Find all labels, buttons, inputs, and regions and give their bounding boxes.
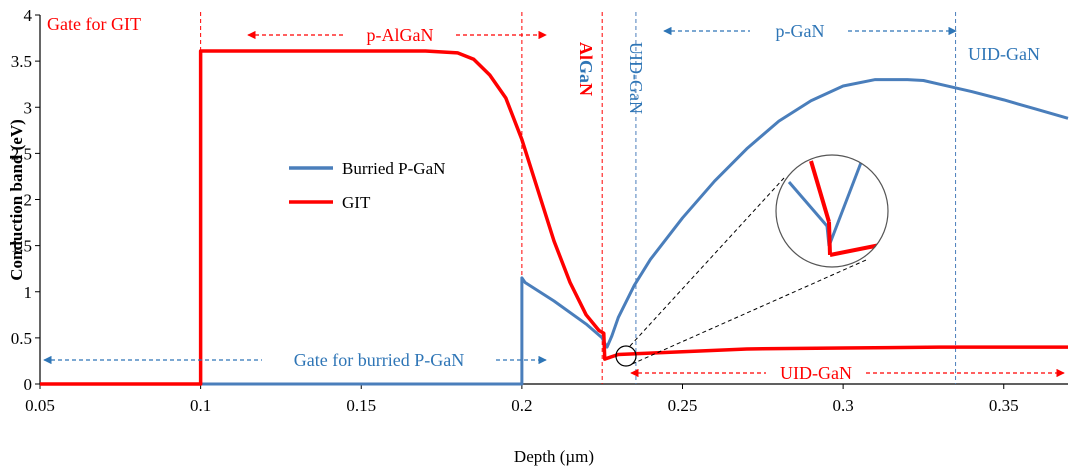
y-tick-label: 3.5 — [11, 52, 32, 71]
uid-gan-top-label: UID-GaN — [968, 44, 1040, 64]
inset-blue-right — [827, 159, 864, 247]
annotation-arrows — [43, 26, 1065, 378]
y-tick-label: 2 — [24, 191, 33, 210]
p-algan-label: p-AlGaN — [367, 25, 434, 45]
x-tick-label: 0.15 — [346, 396, 376, 415]
legend-label-buried: Burried P-GaN — [342, 159, 445, 178]
legend: Burried P-GaN GIT — [289, 159, 445, 212]
y-axis-title: Conduction band (eV) — [7, 119, 26, 281]
x-tick-label: 0.35 — [989, 396, 1019, 415]
inset-blue-left — [787, 181, 829, 227]
series-line-burried-p-gan — [40, 78, 1069, 386]
y-tick-label: 4 — [24, 6, 33, 25]
x-tick-group: 0.05 0.1 0.15 0.2 0.25 0.3 0.35 — [25, 384, 1019, 415]
x-tick-label: 0.3 — [833, 396, 854, 415]
zoom-inset — [615, 154, 889, 367]
zoom-inset-circle — [775, 154, 889, 268]
p-gan-label: p-GaN — [776, 21, 825, 41]
y-tick-group: 0 0.5 1 1.5 2 2.5 3 3.5 4 — [11, 6, 40, 394]
x-tick-label: 0.05 — [25, 396, 55, 415]
algan-n-part: N — [576, 83, 596, 96]
x-tick-label: 0.2 — [511, 396, 532, 415]
zoom-guide-upper — [629, 177, 785, 347]
y-tick-label: 1.5 — [11, 237, 32, 256]
y-tick-label: 0 — [24, 375, 33, 394]
algan-ga-part: Ga — [576, 60, 596, 83]
gate-buried-label: Gate for burried P-GaN — [294, 350, 464, 370]
inset-red-top — [809, 160, 831, 223]
series-group — [40, 49, 1069, 386]
y-tick-label: 1 — [24, 283, 33, 302]
algan-vertical-label: AlGaN — [576, 42, 596, 96]
x-tick-label: 0.1 — [190, 396, 211, 415]
x-tick-label: 0.25 — [668, 396, 698, 415]
algan-al-part: Al — [576, 42, 596, 60]
y-tick-label: 3 — [24, 98, 33, 117]
y-tick-label: 0.5 — [11, 329, 32, 348]
legend-label-git: GIT — [342, 193, 371, 212]
y-tick-label: 2.5 — [11, 144, 32, 163]
x-axis-title: Depth (µm) — [514, 447, 594, 466]
series-line-git — [40, 49, 1068, 386]
zoom-source-circle — [615, 345, 637, 367]
zoom-inset-background — [776, 155, 888, 267]
inset-red-drop — [827, 221, 832, 256]
zoom-guide-lower — [631, 259, 867, 365]
gate-git-label: Gate for GIT — [47, 14, 141, 34]
uid-gan-bottom-label: UID-GaN — [780, 363, 852, 383]
uid-gan-vertical-label: UID-GaN — [626, 42, 646, 114]
